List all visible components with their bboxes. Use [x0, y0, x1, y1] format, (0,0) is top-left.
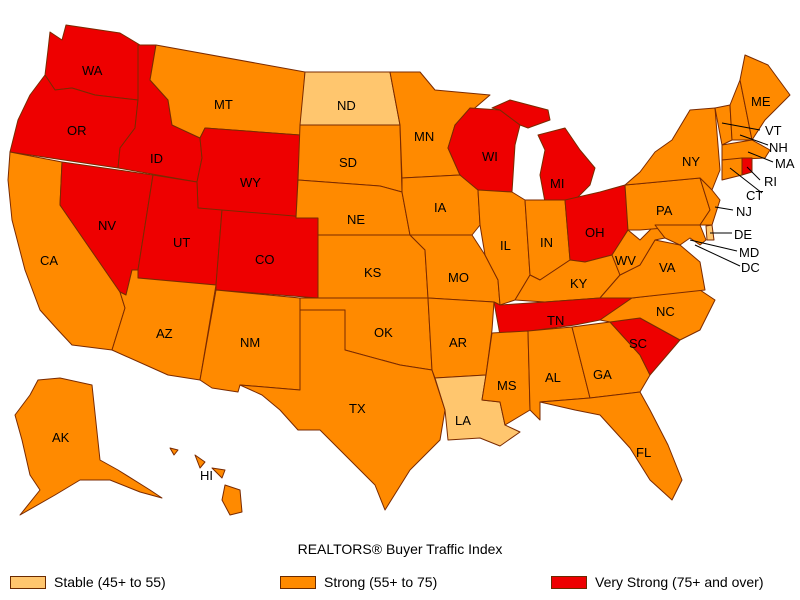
label-OK: OK: [374, 325, 393, 340]
label-CA: CA: [40, 253, 58, 268]
label-RI: RI: [764, 174, 777, 189]
legend-very-strong-label: Very Strong (75+ and over): [595, 574, 764, 590]
label-VT: VT: [765, 123, 782, 138]
label-MN: MN: [414, 129, 434, 144]
label-DE: DE: [734, 227, 752, 242]
label-IL: IL: [500, 238, 511, 253]
label-SD: SD: [339, 155, 357, 170]
state-WY: [196, 127, 301, 219]
legend-strong-label: Strong (55+ to 75): [324, 574, 438, 590]
label-NH: NH: [769, 140, 788, 155]
label-UT: UT: [173, 235, 190, 250]
label-MI: MI: [550, 176, 564, 191]
label-WY: WY: [240, 175, 261, 190]
legend-very-strong: Very Strong (75+ and over): [551, 573, 764, 591]
label-CT: CT: [746, 188, 763, 203]
label-TN: TN: [547, 313, 564, 328]
label-NC: NC: [656, 304, 675, 319]
legend-stable-label: Stable (45+ to 55): [54, 574, 166, 590]
state-HI-3: [221, 484, 243, 516]
label-NJ: NJ: [736, 204, 752, 219]
label-CO: CO: [255, 252, 275, 267]
label-MO: MO: [448, 270, 469, 285]
state-MA: [721, 139, 771, 161]
state-HI: [194, 454, 206, 469]
state-FL: [539, 391, 683, 501]
label-ND: ND: [337, 98, 356, 113]
label-MS: MS: [497, 378, 517, 393]
label-MA: MA: [775, 156, 795, 171]
state-TX: [239, 309, 446, 511]
legend-stable-swatch: [10, 575, 46, 589]
state-RI: [741, 157, 753, 176]
label-OH: OH: [585, 225, 605, 240]
label-DC: DC: [741, 260, 760, 275]
label-WA: WA: [82, 63, 103, 78]
label-SC: SC: [629, 336, 647, 351]
state-HI-4: [169, 447, 179, 456]
label-AL: AL: [545, 370, 561, 385]
label-AR: AR: [449, 335, 467, 350]
state-WI: [447, 107, 521, 193]
label-MT: MT: [214, 97, 233, 112]
state-AZ: [111, 269, 217, 381]
state-NY: [624, 107, 721, 191]
state-IL: [477, 189, 531, 306]
label-ME: ME: [751, 94, 771, 109]
state-AK: [14, 377, 163, 516]
legend-strong-swatch: [280, 575, 316, 589]
legend-stable: Stable (45+ to 55): [10, 573, 166, 591]
state-MI-lower: [537, 127, 596, 203]
state-MI: [491, 99, 551, 129]
us-states-map: WA OR ID NV CA UT AZ MT WY CO NM ND SD N…: [7, 24, 795, 516]
label-PA: PA: [656, 203, 673, 218]
state-MT: [149, 44, 306, 139]
state-HI-2: [211, 467, 226, 479]
label-AZ: AZ: [156, 326, 173, 341]
label-KY: KY: [570, 276, 588, 291]
label-VA: VA: [659, 260, 676, 275]
leader-lines: [689, 122, 774, 267]
label-GA: GA: [593, 367, 612, 382]
label-FL: FL: [636, 445, 651, 460]
label-HI: HI: [200, 468, 213, 483]
label-NM: NM: [240, 335, 260, 350]
label-NY: NY: [682, 154, 700, 169]
label-OR: OR: [67, 123, 87, 138]
label-TX: TX: [349, 401, 366, 416]
label-KS: KS: [364, 265, 382, 280]
label-ID: ID: [150, 151, 163, 166]
label-IN: IN: [540, 235, 553, 250]
label-AK: AK: [52, 430, 70, 445]
map-title: REALTORS® Buyer Traffic Index: [297, 541, 503, 557]
legend-strong: Strong (55+ to 75): [280, 573, 437, 591]
label-MD: MD: [739, 245, 759, 260]
label-NE: NE: [347, 212, 365, 227]
label-IA: IA: [434, 200, 447, 215]
label-NV: NV: [98, 218, 116, 233]
label-WV: WV: [615, 253, 636, 268]
label-WI: WI: [482, 149, 498, 164]
legend-very-strong-swatch: [551, 575, 587, 589]
label-LA: LA: [455, 413, 471, 428]
